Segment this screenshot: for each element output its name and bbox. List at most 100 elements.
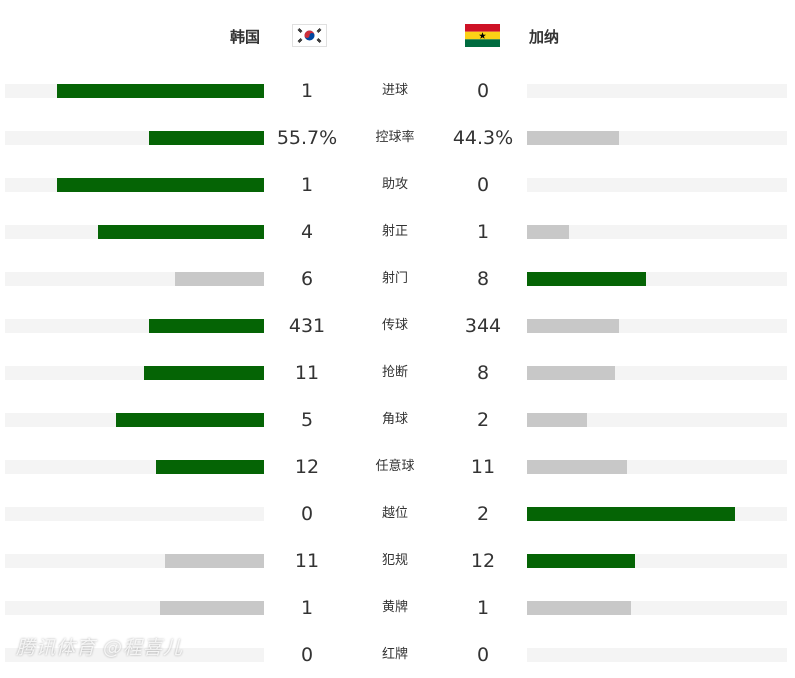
- away-stat-bar-track: [527, 178, 787, 192]
- away-stat-value: 344: [464, 315, 502, 337]
- stat-row: 6 射门 8: [0, 255, 795, 302]
- away-stat-bar-track: [527, 272, 787, 286]
- stat-label: 射门: [381, 271, 408, 286]
- home-stat-bar-track: [5, 507, 264, 521]
- away-stat-value: 8: [476, 268, 490, 290]
- home-stat-bar: [148, 319, 264, 333]
- away-stat-value: 0: [476, 644, 490, 666]
- away-stat-bar-track: [527, 225, 787, 239]
- away-stat-bar: [527, 507, 735, 521]
- away-stat-value: 2: [476, 503, 490, 525]
- stat-row: 431 传球 344: [0, 302, 795, 349]
- stat-row: 4 射正 1: [0, 208, 795, 255]
- stat-row: 0 越位 2: [0, 490, 795, 537]
- home-stat-value: 4: [300, 221, 314, 243]
- home-stat-bar-track: [5, 554, 264, 568]
- away-stat-bar: [527, 413, 587, 427]
- home-stat-bar: [116, 413, 264, 427]
- away-team-name: 加纳: [529, 28, 560, 46]
- away-stat-bar: [527, 131, 620, 145]
- watermark: 腾讯体育 @程喜儿: [16, 637, 184, 659]
- away-stat-bar-track: [527, 84, 787, 98]
- away-stat-bar: [527, 225, 569, 239]
- stat-row: 55.7% 控球率 44.3%: [0, 114, 795, 161]
- home-stat-bar: [98, 225, 264, 239]
- home-team-name: 韩国: [230, 28, 261, 46]
- away-stat-value: 0: [476, 174, 490, 196]
- stat-row: 12 任意球 11: [0, 443, 795, 490]
- home-stat-bar-track: [5, 178, 264, 192]
- stat-label: 进球: [381, 83, 408, 98]
- stat-label: 抢断: [381, 365, 408, 380]
- away-stat-value: 1: [476, 597, 490, 619]
- away-stat-value: 44.3%: [452, 127, 514, 149]
- home-stat-bar-track: [5, 648, 264, 662]
- home-stat-bar: [164, 554, 264, 568]
- home-stat-value: 1: [300, 80, 314, 102]
- stat-row: 11 犯规 12: [0, 537, 795, 584]
- home-stat-bar: [56, 178, 264, 192]
- away-stat-bar-track: [527, 507, 787, 521]
- away-stat-bar-track: [527, 366, 787, 380]
- home-stat-value: 431: [288, 315, 326, 337]
- away-stat-value: 0: [476, 80, 490, 102]
- stat-label: 助攻: [381, 177, 408, 192]
- stat-label: 射正: [381, 224, 408, 239]
- stat-label: 控球率: [375, 130, 415, 145]
- home-stat-bar-track: [5, 272, 264, 286]
- stat-row: 11 抢断 8: [0, 349, 795, 396]
- away-stat-value: 12: [470, 550, 496, 572]
- home-stat-value: 1: [300, 597, 314, 619]
- home-stat-bar: [56, 84, 264, 98]
- away-stat-bar: [527, 554, 636, 568]
- home-stat-bar-track: [5, 131, 264, 145]
- home-stat-bar-track: [5, 319, 264, 333]
- away-stat-bar-track: [527, 648, 787, 662]
- home-stat-value: 0: [300, 503, 314, 525]
- stat-label: 角球: [381, 412, 408, 427]
- stat-label: 传球: [381, 318, 408, 333]
- stat-label: 红牌: [381, 647, 408, 662]
- south-korea-flag-icon: [292, 24, 327, 47]
- stat-row: 5 角球 2: [0, 396, 795, 443]
- home-stat-bar-track: [5, 366, 264, 380]
- away-stat-bar: [527, 272, 646, 286]
- stat-label: 任意球: [375, 459, 415, 474]
- away-stat-bar: [527, 366, 615, 380]
- home-stat-value: 11: [294, 362, 320, 384]
- home-stat-value: 0: [300, 644, 314, 666]
- away-stat-bar: [527, 319, 620, 333]
- home-stat-bar: [160, 601, 264, 615]
- home-stat-value: 5: [300, 409, 314, 431]
- home-stat-bar: [156, 460, 264, 474]
- away-stat-value: 2: [476, 409, 490, 431]
- away-stat-value: 1: [476, 221, 490, 243]
- stat-row: 0 红牌 0: [0, 631, 795, 678]
- away-stat-bar-track: [527, 460, 787, 474]
- ghana-flag-icon: [465, 24, 500, 47]
- away-stat-value: 8: [476, 362, 490, 384]
- home-stat-bar-track: [5, 413, 264, 427]
- home-stat-bar: [149, 131, 264, 145]
- stat-label: 越位: [381, 506, 408, 521]
- stat-row: 1 助攻 0: [0, 161, 795, 208]
- home-stat-value: 55.7%: [276, 127, 338, 149]
- home-stat-bar-track: [5, 84, 264, 98]
- home-stat-bar: [175, 272, 264, 286]
- home-stat-value: 12: [294, 456, 320, 478]
- away-stat-bar: [527, 460, 627, 474]
- home-stat-bar-track: [5, 225, 264, 239]
- stats-list: 1 进球 0 55.7% 控球率 44.3% 1 助攻 0 4 射正 1 6 射门 8 431 传球 344 11 抢…: [0, 67, 795, 678]
- home-stat-bar: [144, 366, 264, 380]
- match-header: 韩国 加纳: [0, 0, 795, 72]
- away-stat-bar: [527, 601, 631, 615]
- away-stat-value: 11: [470, 456, 496, 478]
- stat-row: 1 进球 0: [0, 67, 795, 114]
- away-stat-bar-track: [527, 554, 787, 568]
- stat-row: 1 黄牌 1: [0, 584, 795, 631]
- home-stat-value: 1: [300, 174, 314, 196]
- home-stat-bar-track: [5, 460, 264, 474]
- away-stat-bar-track: [527, 131, 787, 145]
- away-stat-bar-track: [527, 319, 787, 333]
- away-stat-bar-track: [527, 413, 787, 427]
